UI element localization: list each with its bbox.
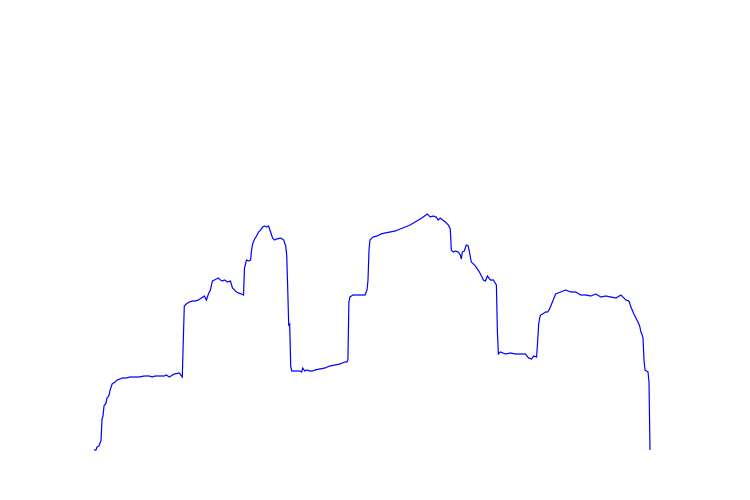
- plot-area: [94, 213, 651, 451]
- series-line-0: [94, 213, 651, 451]
